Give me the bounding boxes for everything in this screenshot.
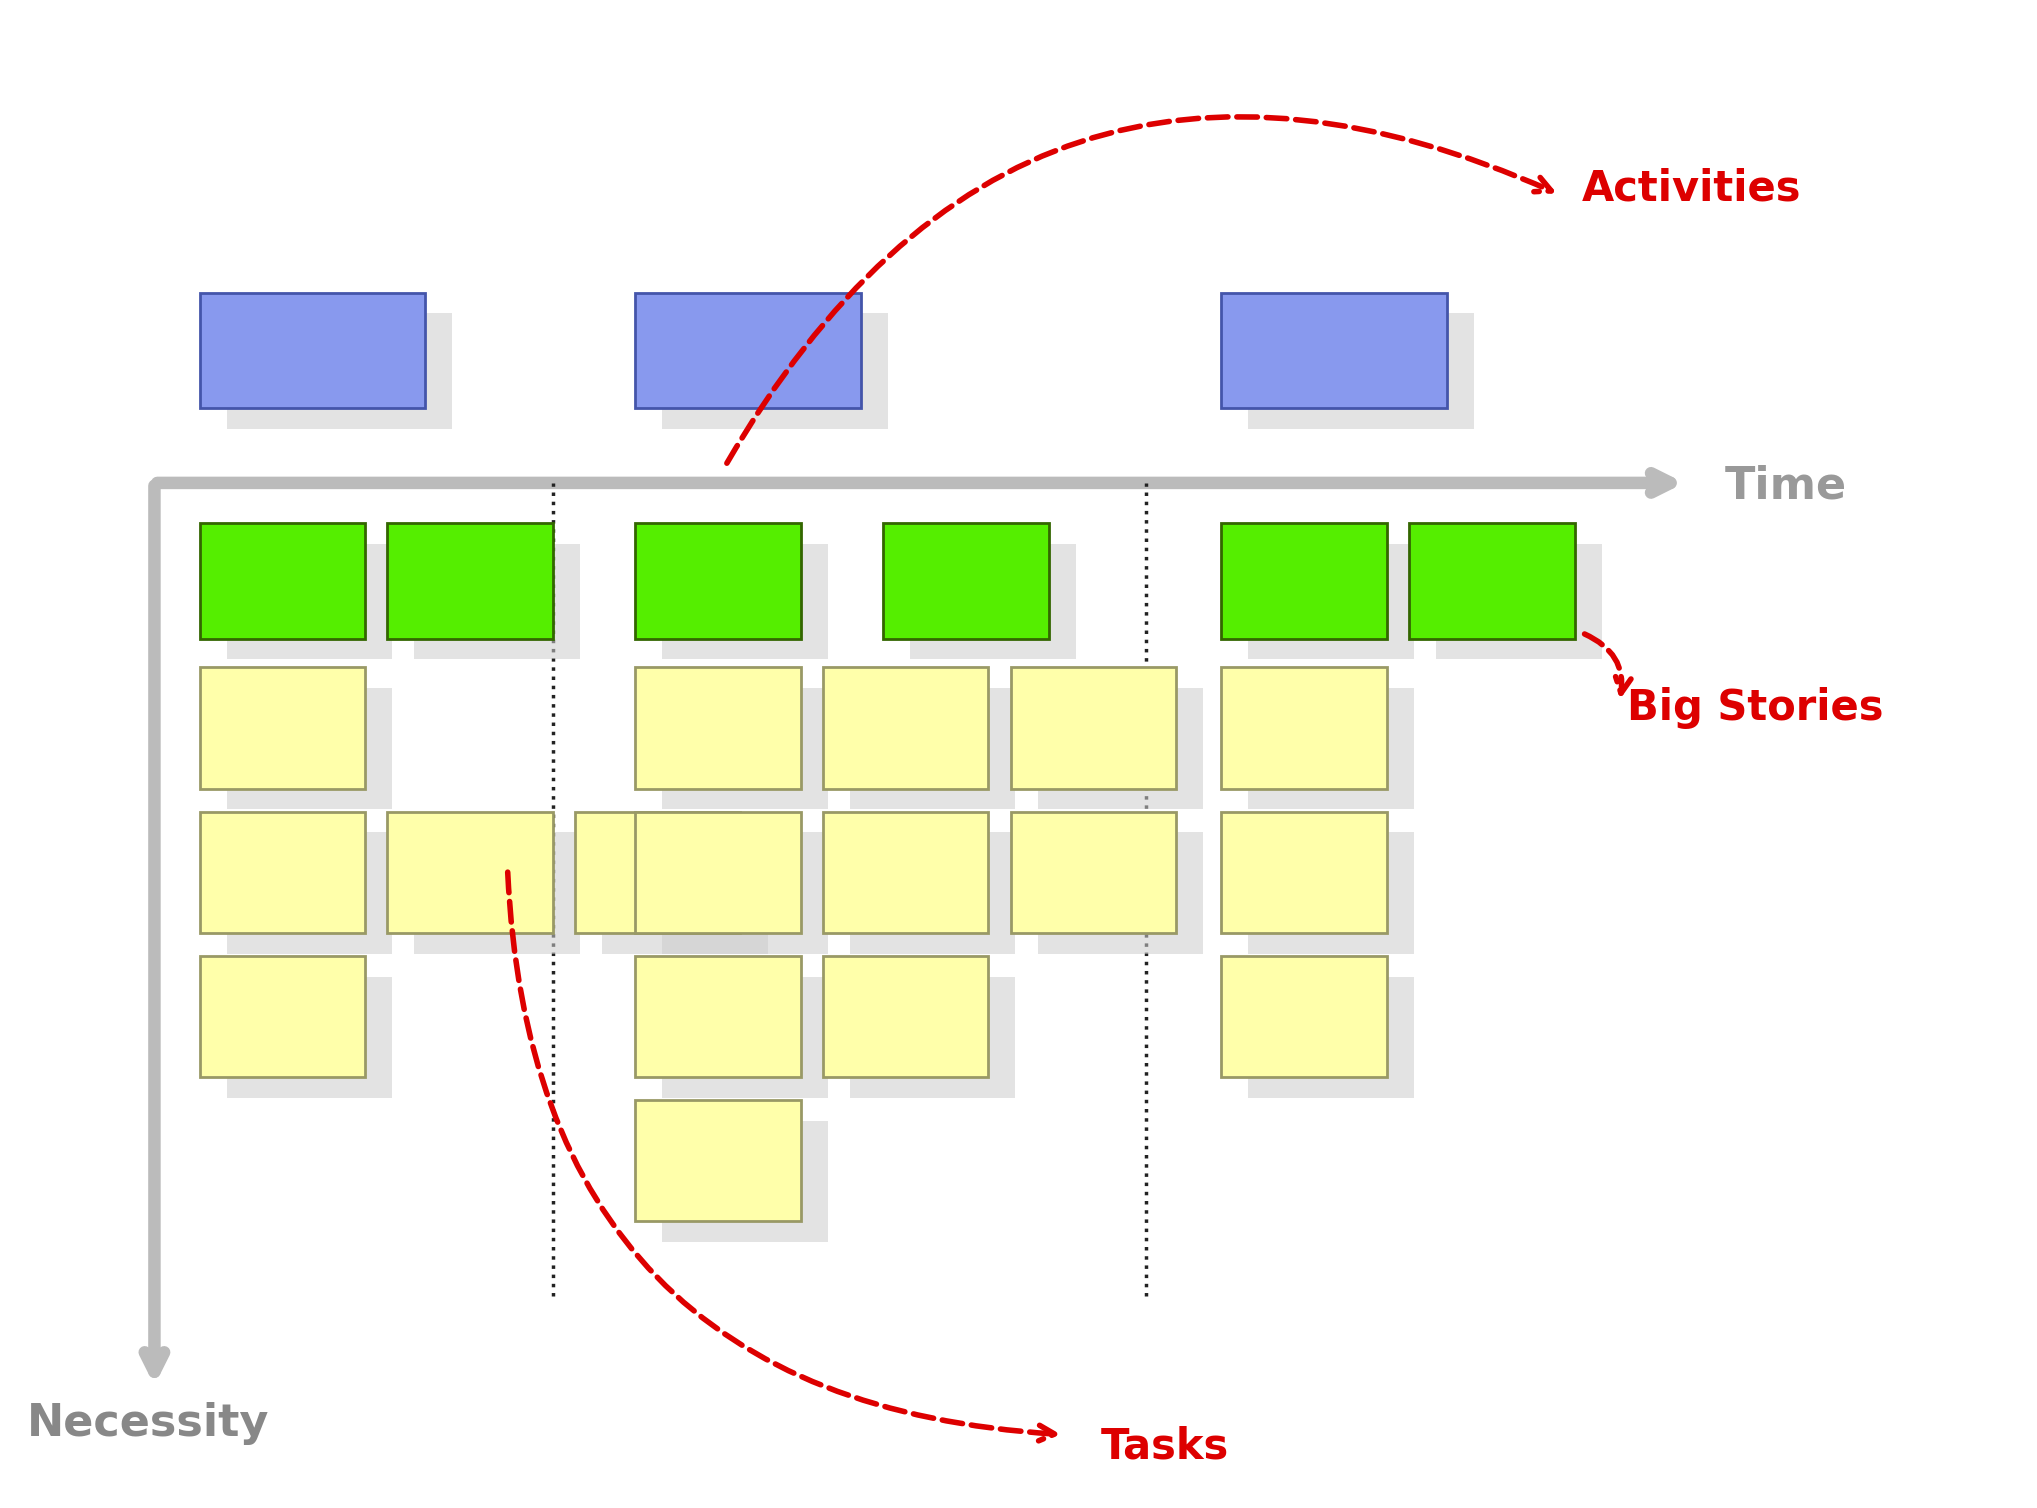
- Bar: [1010, 668, 1175, 789]
- Bar: [200, 811, 365, 933]
- Bar: [1249, 544, 1414, 659]
- Bar: [1436, 544, 1601, 659]
- Bar: [1249, 314, 1475, 428]
- Bar: [823, 956, 988, 1077]
- Bar: [662, 977, 827, 1098]
- Bar: [1222, 811, 1387, 933]
- Bar: [387, 523, 552, 639]
- Bar: [662, 832, 827, 953]
- Bar: [1010, 811, 1175, 933]
- Bar: [1249, 688, 1414, 810]
- Bar: [662, 1120, 827, 1243]
- Bar: [200, 956, 365, 1077]
- Bar: [1222, 956, 1387, 1077]
- Bar: [662, 314, 888, 428]
- Bar: [823, 811, 988, 933]
- Bar: [1222, 293, 1446, 409]
- Bar: [636, 668, 801, 789]
- Bar: [1249, 832, 1414, 953]
- Bar: [226, 544, 391, 659]
- Bar: [823, 668, 988, 789]
- Bar: [911, 544, 1076, 659]
- Bar: [200, 668, 365, 789]
- Bar: [636, 523, 801, 639]
- Text: Necessity: Necessity: [26, 1401, 269, 1445]
- Bar: [226, 688, 391, 810]
- Bar: [662, 688, 827, 810]
- Bar: [849, 977, 1016, 1098]
- Bar: [1222, 523, 1387, 639]
- Bar: [226, 314, 452, 428]
- Bar: [849, 688, 1016, 810]
- Bar: [662, 544, 827, 659]
- Bar: [1039, 688, 1204, 810]
- Bar: [1249, 977, 1414, 1098]
- Bar: [226, 832, 391, 953]
- Text: Tasks: Tasks: [1102, 1425, 1230, 1467]
- Bar: [414, 832, 581, 953]
- Bar: [200, 293, 426, 409]
- Text: Time: Time: [1725, 464, 1848, 508]
- Bar: [603, 832, 768, 953]
- Text: Activities: Activities: [1583, 167, 1801, 210]
- Bar: [387, 811, 552, 933]
- Bar: [636, 811, 801, 933]
- Bar: [1410, 523, 1575, 639]
- Bar: [636, 293, 862, 409]
- Bar: [574, 811, 741, 933]
- Bar: [414, 544, 581, 659]
- Text: Big Stories: Big Stories: [1628, 686, 1884, 728]
- Bar: [1222, 668, 1387, 789]
- Bar: [636, 1099, 801, 1221]
- Bar: [1039, 832, 1204, 953]
- Bar: [200, 523, 365, 639]
- Bar: [226, 977, 391, 1098]
- Bar: [849, 832, 1016, 953]
- Bar: [636, 956, 801, 1077]
- Bar: [884, 523, 1049, 639]
